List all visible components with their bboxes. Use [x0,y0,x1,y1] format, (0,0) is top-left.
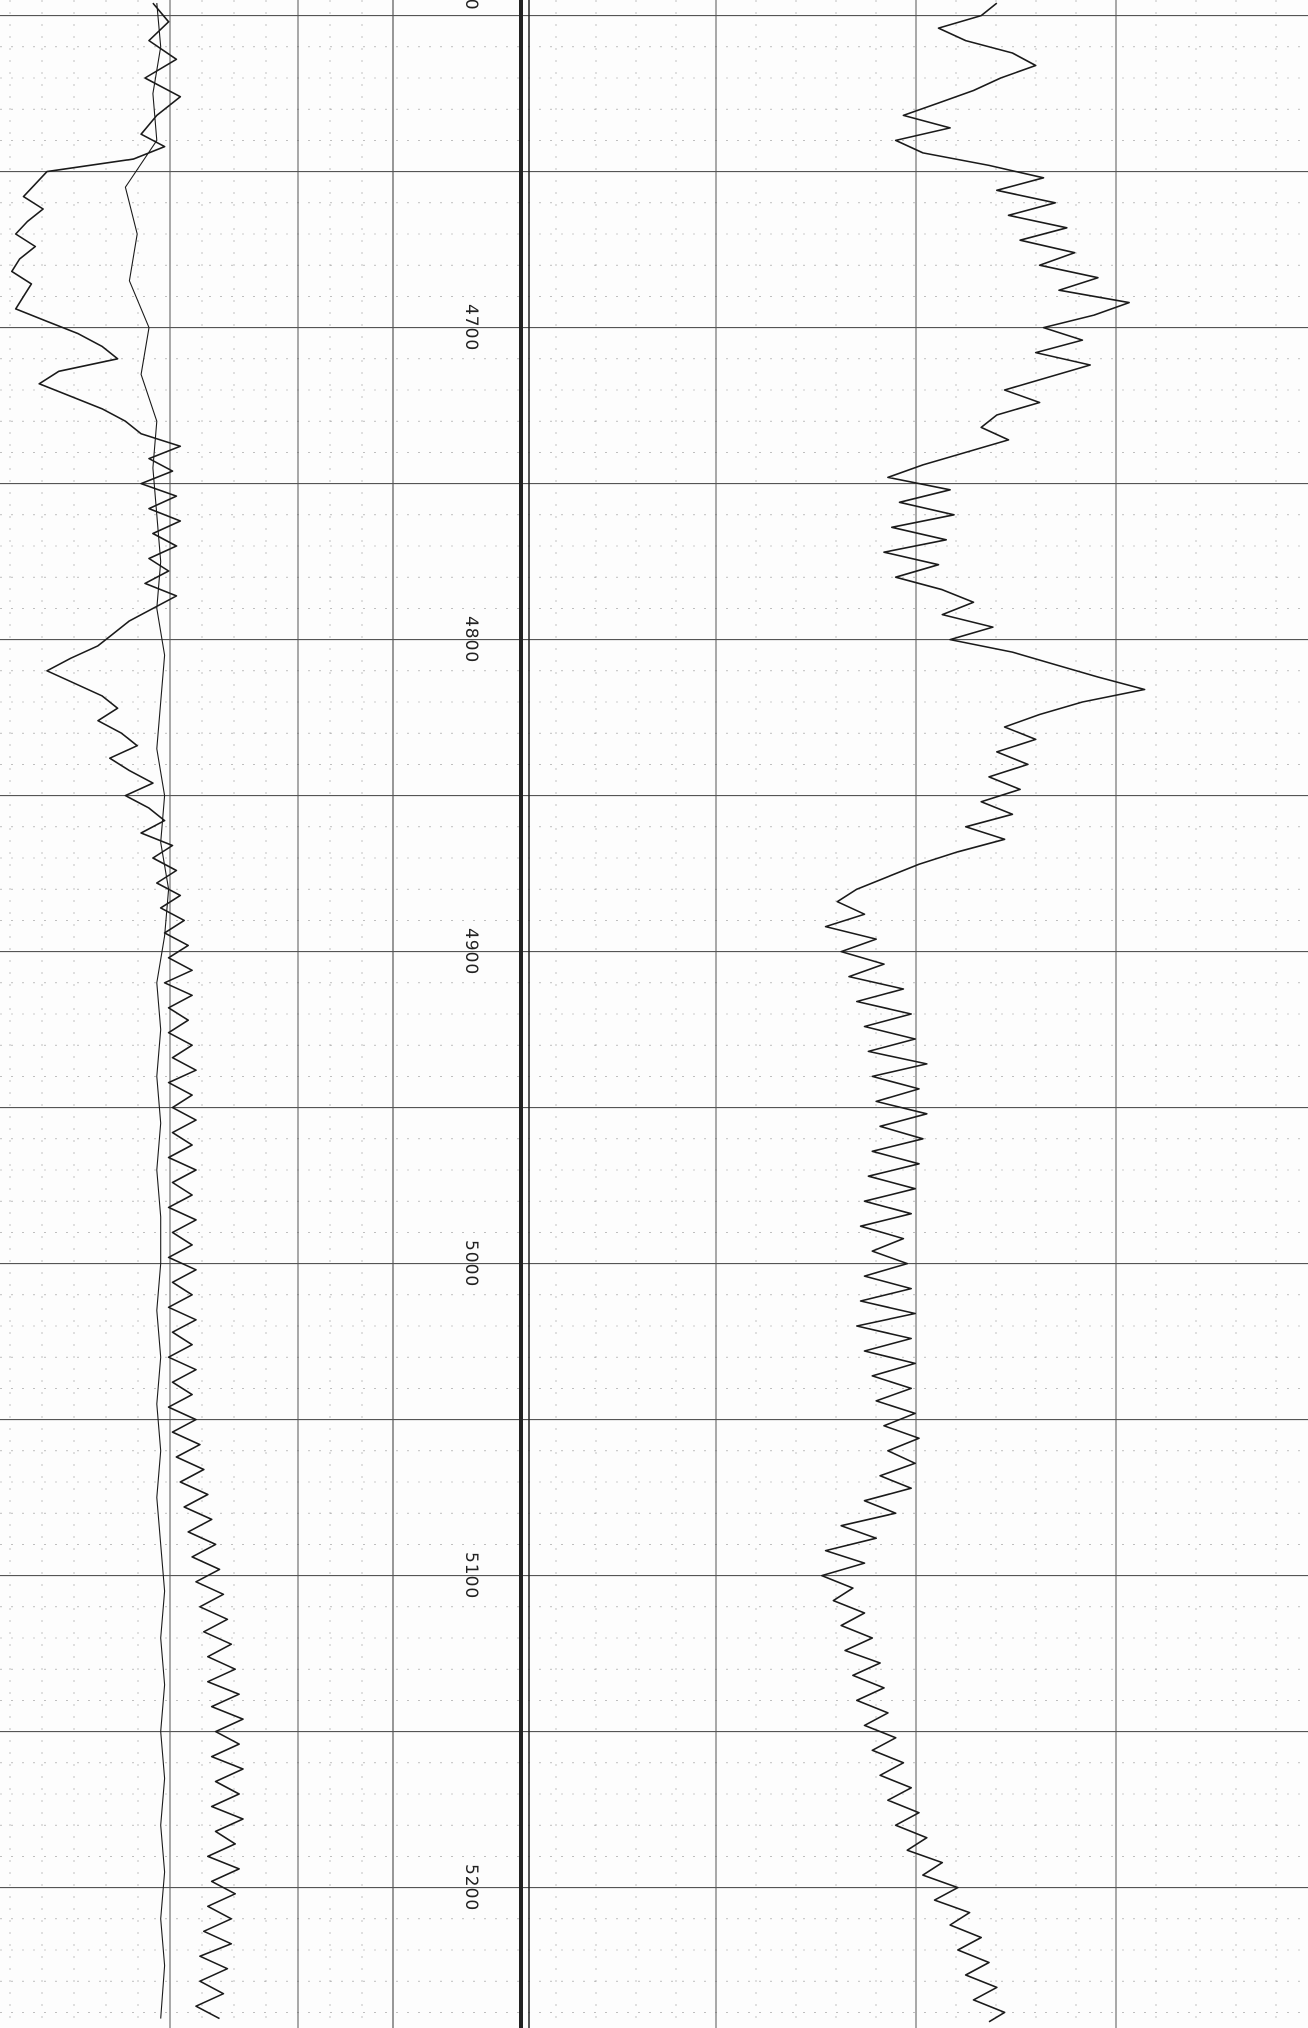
depth-tick-label: 0 [461,0,481,11]
log-trace-left-2 [124,3,170,2019]
depth-tick-label: 5000 [461,1240,481,1287]
depth-tick-label: 4700 [461,304,481,351]
log-trace-left-1 [11,2,244,2020]
depth-tick-label: 5100 [461,1552,481,1599]
depth-tick-label: 5200 [461,1864,481,1911]
log-trace-right-1 [820,2,1146,2023]
depth-tick-label: 4900 [461,928,481,975]
log-traces [11,2,1146,2023]
depth-tick-label: 4800 [461,616,481,663]
depth-labels: 0 4700 4800 4900 5000 5100 5200 [461,0,481,1911]
track-divider [392,0,530,2028]
